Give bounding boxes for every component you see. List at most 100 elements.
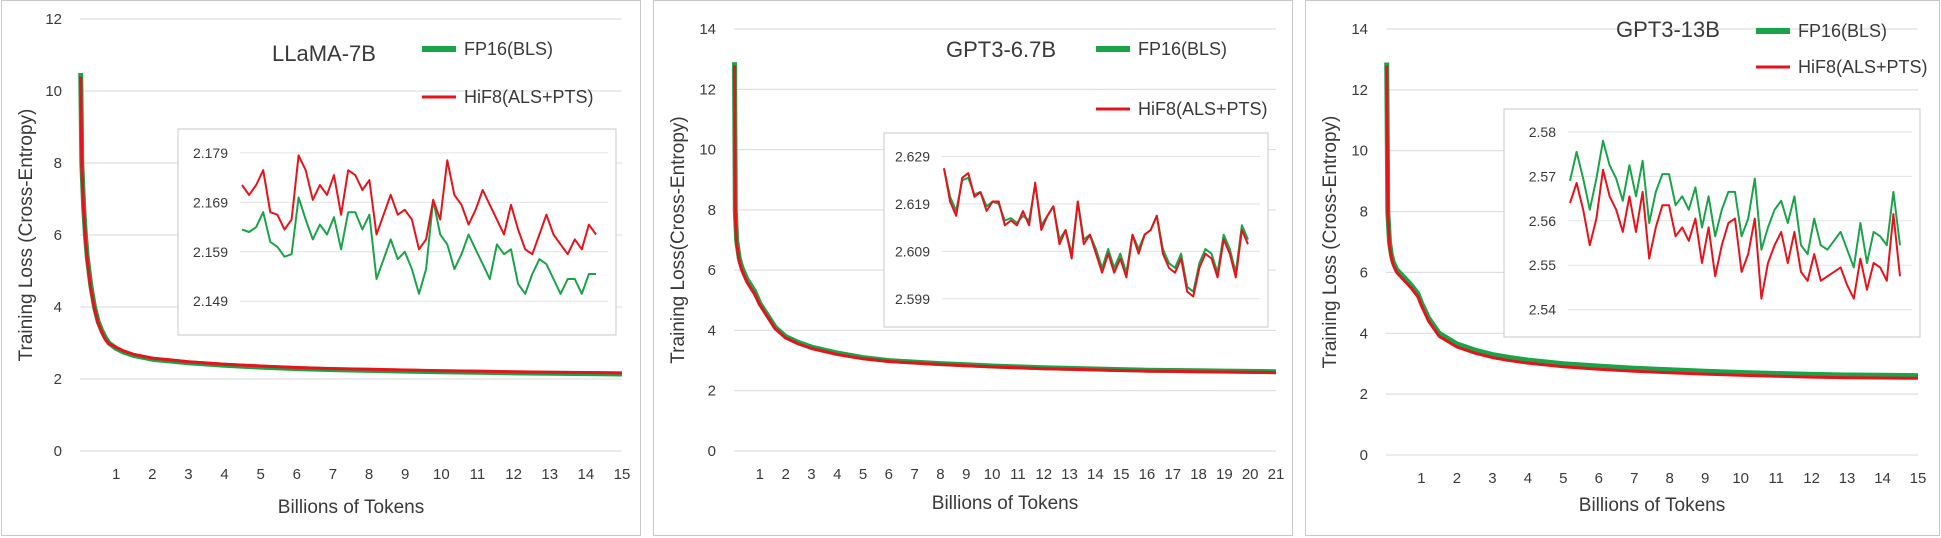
legend-label-fp16: FP16(BLS) — [1798, 21, 1887, 41]
chart-title: GPT3-6.7B — [946, 37, 1056, 62]
x-tick-label: 8 — [1666, 470, 1674, 487]
x-tick-label: 12 — [1035, 466, 1052, 483]
x-tick-label: 10 — [1732, 470, 1749, 487]
x-tick-label: 18 — [1190, 466, 1207, 483]
x-tick-label: 7 — [910, 466, 918, 483]
x-tick-label: 6 — [885, 466, 893, 483]
legend-label-hif8: HiF8(ALS+PTS) — [1138, 99, 1268, 119]
y-tick-label: 2 — [54, 371, 62, 388]
x-tick-label: 14 — [1874, 470, 1891, 487]
x-tick-label: 3 — [1488, 470, 1496, 487]
y-tick-label: 4 — [708, 322, 716, 339]
y-tick-label: 0 — [1360, 447, 1368, 464]
y-tick-label: 4 — [1360, 325, 1368, 342]
y-axis-label: Training Loss(Cross-Entropy) — [668, 116, 689, 363]
legend-label-hif8: HiF8(ALS+PTS) — [1798, 57, 1928, 77]
inset-y-tick-label: 2.55 — [1529, 257, 1556, 273]
x-tick-label: 14 — [578, 466, 595, 483]
x-tick-label: 13 — [1839, 470, 1856, 487]
inset-y-tick-label: 2.57 — [1529, 168, 1556, 184]
y-tick-label: 14 — [699, 21, 716, 38]
x-tick-label: 2 — [1453, 470, 1461, 487]
x-tick-label: 4 — [220, 466, 228, 483]
x-tick-label: 4 — [833, 466, 841, 483]
inset-y-tick-label: 2.169 — [193, 194, 228, 210]
x-tick-label: 13 — [541, 466, 558, 483]
y-tick-label: 0 — [54, 443, 62, 460]
inset-frame — [883, 132, 1269, 328]
inset-series-line-hif8 — [241, 154, 597, 256]
x-tick-label: 2 — [148, 466, 156, 483]
x-tick-label: 12 — [1803, 470, 1820, 487]
x-tick-label: 15 — [614, 466, 631, 483]
y-tick-label: 2 — [1360, 386, 1368, 403]
series-line-hif8 — [79, 76, 623, 375]
x-tick-label: 9 — [1701, 470, 1709, 487]
x-tick-label: 3 — [184, 466, 192, 483]
y-tick-label: 6 — [54, 227, 62, 244]
y-tick-label: 14 — [1351, 21, 1368, 38]
x-tick-label: 9 — [962, 466, 970, 483]
legend-label-hif8: HiF8(ALS+PTS) — [464, 87, 594, 107]
x-tick-label: 8 — [936, 466, 944, 483]
inset-frame — [177, 128, 617, 336]
inset-y-tick-label: 2.629 — [895, 148, 930, 164]
x-axis-label: Billions of Tokens — [1579, 495, 1725, 516]
inset-y-tick-label: 2.179 — [193, 145, 228, 161]
x-tick-label: 5 — [859, 466, 867, 483]
x-tick-label: 11 — [1768, 470, 1784, 487]
y-tick-label: 10 — [699, 142, 716, 159]
inset-series-line-fp16 — [1569, 139, 1901, 269]
x-tick-label: 20 — [1242, 466, 1259, 483]
inset-y-tick-label: 2.599 — [895, 291, 930, 307]
x-tick-label: 4 — [1524, 470, 1532, 487]
x-tick-label: 10 — [984, 466, 1001, 483]
series-line-hif8 — [1385, 65, 1919, 380]
y-tick-label: 10 — [45, 83, 62, 100]
x-tick-label: 15 — [1113, 466, 1130, 483]
inset-y-tick-label: 2.149 — [193, 293, 228, 309]
inset-y-tick-label: 2.159 — [193, 244, 228, 260]
x-tick-label: 1 — [112, 466, 120, 483]
x-tick-label: 1 — [1417, 470, 1425, 487]
x-tick-label: 8 — [365, 466, 373, 483]
y-tick-label: 12 — [699, 81, 716, 98]
y-axis-label: Training Loss (Cross-Entropy) — [1320, 116, 1341, 369]
inset-y-tick-label: 2.58 — [1529, 124, 1556, 140]
inset-series-line-hif8 — [943, 168, 1249, 298]
x-tick-label: 2 — [781, 466, 789, 483]
x-tick-label: 1 — [756, 466, 764, 483]
x-tick-label: 10 — [433, 466, 450, 483]
y-tick-label: 2 — [708, 383, 716, 400]
y-axis-label: Training Loss (Cross-Entropy) — [16, 109, 37, 362]
x-tick-label: 21 — [1268, 466, 1285, 483]
y-tick-label: 0 — [708, 443, 716, 460]
x-tick-label: 5 — [256, 466, 264, 483]
legend-label-fp16: FP16(BLS) — [1138, 39, 1227, 59]
x-tick-label: 6 — [293, 466, 301, 483]
x-axis-label: Billions of Tokens — [278, 497, 424, 518]
x-tick-label: 14 — [1087, 466, 1104, 483]
x-tick-label: 7 — [329, 466, 337, 483]
inset-y-tick-label: 2.54 — [1529, 302, 1556, 318]
x-tick-label: 6 — [1595, 470, 1603, 487]
y-tick-label: 12 — [45, 11, 62, 28]
y-tick-label: 12 — [1351, 82, 1368, 99]
chart-title: LLaMA-7B — [272, 41, 376, 66]
x-tick-label: 13 — [1061, 466, 1078, 483]
x-tick-label: 17 — [1164, 466, 1181, 483]
x-tick-label: 5 — [1559, 470, 1567, 487]
inset-y-tick-label: 2.619 — [895, 196, 930, 212]
y-tick-label: 6 — [708, 262, 716, 279]
x-tick-label: 9 — [401, 466, 409, 483]
y-tick-label: 8 — [1360, 204, 1368, 221]
x-axis-label: Billions of Tokens — [932, 493, 1078, 514]
y-tick-label: 10 — [1351, 143, 1368, 160]
y-tick-label: 6 — [1360, 264, 1368, 281]
y-tick-label: 8 — [54, 155, 62, 172]
x-tick-label: 15 — [1910, 470, 1927, 487]
legend-label-fp16: FP16(BLS) — [464, 39, 553, 59]
